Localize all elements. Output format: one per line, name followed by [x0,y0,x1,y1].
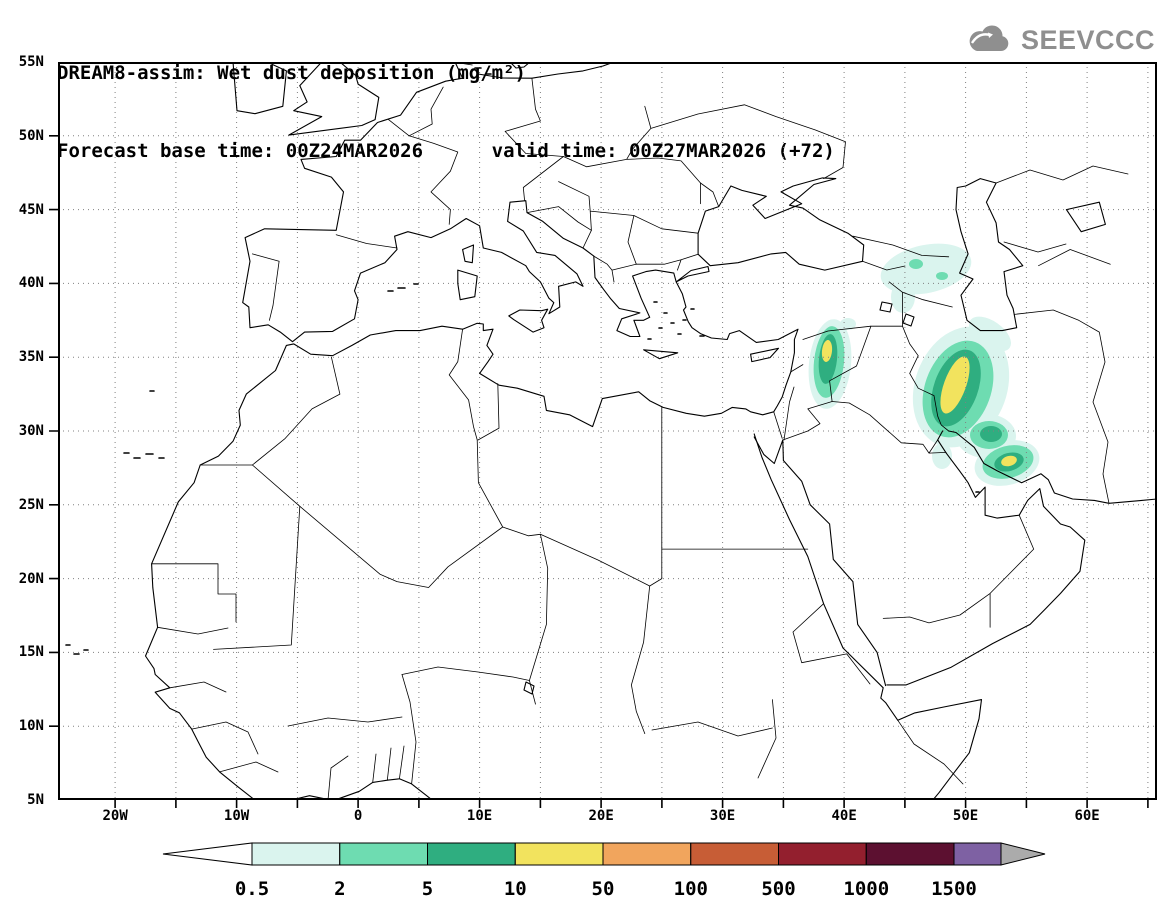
colorbar-segment-0.5-2 [251,842,341,866]
crete [643,349,679,360]
corsica [462,244,475,264]
lon-label: 60E [1074,808,1100,824]
lon-label: 10W [223,808,250,824]
colorbar-arrow-low [162,842,253,866]
seevccc-logo: SEEVCCC [962,22,1155,58]
coast-europe-africa [144,62,799,800]
logo-text: SEEVCCC [1020,24,1155,55]
lat-label: 20N [18,570,44,587]
lat-label: 45N [18,201,44,218]
colorbar-arrow-high [1000,842,1046,866]
lat-label: 15N [18,644,44,661]
aral-sea [1065,201,1106,233]
colorbar-segment-5-10 [427,842,516,866]
lake-chad [523,681,535,695]
colorbar-segment-1000-1500 [865,842,955,866]
ireland [232,62,287,115]
lake-van [879,301,893,313]
colorbar-tick-label: 5 [422,878,433,900]
map-border-frame [58,62,1157,800]
colorbar-tick-label: 1500 [931,878,977,900]
lat-label: 10N [18,718,44,735]
colorbar-tick-label: 2 [334,878,345,900]
coast-red-sea-west-somalia [753,433,983,800]
great-britain [288,62,380,136]
plot-title: DREAM8-assim: Wet dust deposition (mg/m²… [57,8,835,216]
lon-label: 40E [831,808,857,824]
black-sea [697,177,865,271]
lon-label: 30E [709,808,736,824]
colorbar-segment-10-50 [514,842,604,866]
small-islands [65,67,980,655]
colorbar-segment-100-500 [690,842,779,866]
lat-label: 40N [18,275,44,292]
coast-baltic [477,62,615,79]
lat-label: 55N [18,54,44,70]
colorbar-tick-label: 1000 [843,878,889,900]
plot-title-line2: Forecast base time: 00Z24MAR2026 valid t… [57,140,835,162]
lon-label: 50E [952,808,979,824]
map-canvas [58,62,1157,800]
coast-red-sea-east-sinai [753,436,887,687]
longitude-axis: 20W 10W 0 10E 20E 30E 40E 50E 60E [58,808,1157,830]
sea-of-marmara [675,265,710,283]
lon-label: 0 [353,808,363,824]
caspian-sea [955,178,1024,332]
lon-label: 10E [466,808,493,824]
lat-label: 25N [18,496,44,513]
map-area [58,62,1157,800]
cloud-logo-icon [969,25,1009,51]
plot-title-line1: DREAM8-assim: Wet dust deposition (mg/m²… [57,62,526,84]
colorbar-segment-2-5 [339,842,428,866]
colorbar-tick-label: 500 [761,878,795,900]
sicily [508,308,549,333]
dust-band-10-50 [821,340,1017,467]
lat-label: 5N [27,792,44,808]
colorbar-segment-over-1500 [953,842,1002,866]
sweden-tip [509,62,531,69]
lon-label: 20E [588,808,614,824]
cyprus [750,347,780,363]
coast-iran-makran [948,430,1157,504]
dust-deposition-shading [808,243,1040,486]
sardinia [457,269,478,301]
lat-label: 30N [18,423,44,439]
colorbar-tick-label: 10 [504,878,527,900]
colorbar-segment-500-1000 [778,842,867,866]
colorbar-canvas: 0.5 2 5 10 50 100 500 1000 1500 [162,842,1046,900]
coast-gulf-of-guinea [290,778,433,800]
lake-urmia [902,313,915,327]
lat-label: 35N [18,349,44,366]
colorbar-tick-label: 0.5 [235,878,269,900]
coastlines [65,62,1157,800]
colorbar-segment-50-100 [602,842,692,866]
coast-arabia-persian-gulf [886,430,1086,686]
lat-label: 50N [18,127,44,144]
latitude-axis: 55N 50N 45N 40N 35N 30N 25N 20N 15N 10N … [0,54,52,808]
colorbar-tick-label: 100 [674,878,708,900]
colorbar-tick-label: 50 [592,878,615,900]
longitude-ticks [114,800,1149,808]
lon-label: 20W [102,808,128,824]
colorbar: 0.5 2 5 10 50 100 500 1000 1500 [140,838,1060,905]
latitude-ticks [49,135,58,727]
country-borders [151,63,1129,800]
